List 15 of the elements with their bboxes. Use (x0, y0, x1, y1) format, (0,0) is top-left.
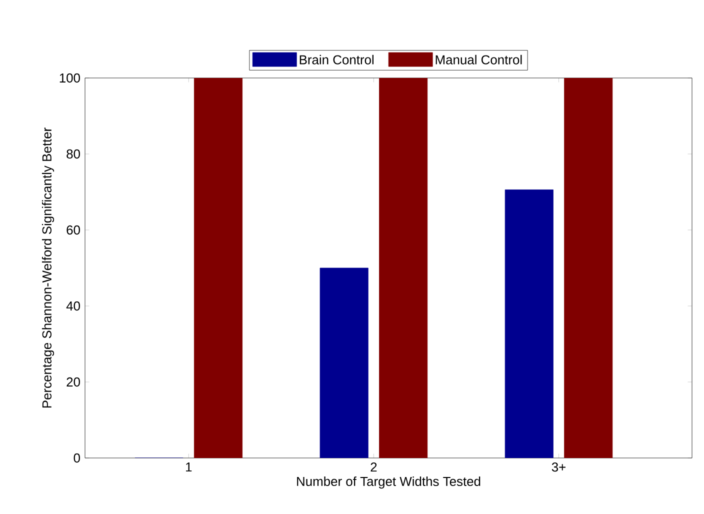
x-tick-label: 1 (186, 462, 192, 472)
y-axis-title: Percentage Shannon-Welford Significantly Better (42, 128, 54, 408)
y-tick-label: 80 (66, 149, 80, 159)
x-tick-label: 2 (370, 462, 377, 472)
bar (504, 190, 554, 458)
y-tick-label: 40 (66, 301, 80, 311)
legend-label: Brain Control (300, 54, 374, 64)
y-tick-label: 20 (66, 377, 80, 387)
x-axis-title: Number of Target Widths Tested (297, 476, 480, 489)
y-tick-label: 0 (74, 453, 80, 463)
bar (320, 268, 368, 458)
x-tick-label: 3+ (552, 462, 566, 472)
legend-label: Manual Control (436, 54, 522, 64)
y-tick-label: 60 (66, 225, 80, 235)
y-tick-label: 100 (60, 73, 80, 83)
